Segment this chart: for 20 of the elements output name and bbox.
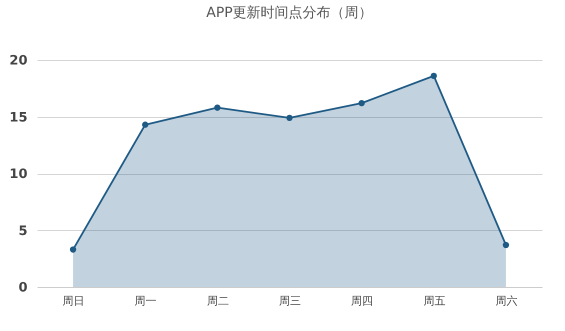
point	[358, 100, 365, 106]
x-tick-label: 周四	[351, 294, 374, 308]
y-tick-label: 10	[9, 167, 28, 182]
point	[502, 242, 510, 248]
y-tick-label: 5	[18, 224, 28, 239]
point	[214, 104, 221, 111]
x-tick-label: 周六	[495, 294, 518, 308]
x-tick-label: 周三	[279, 294, 301, 308]
x-tick-label: 周五	[423, 294, 446, 308]
y-tick-label: 0	[18, 280, 28, 296]
y-tick-label: 15	[9, 110, 28, 126]
point	[430, 72, 437, 80]
x-tick-label: 周二	[206, 294, 229, 308]
point	[142, 122, 148, 128]
point	[70, 246, 76, 253]
x-tick-label: 周一	[134, 294, 157, 308]
y-tick-label: 20	[9, 54, 28, 68]
point	[286, 114, 293, 122]
x-tick-label: 周日	[62, 294, 85, 308]
chart-title: APP更新时间点分布（周）	[206, 5, 373, 21]
